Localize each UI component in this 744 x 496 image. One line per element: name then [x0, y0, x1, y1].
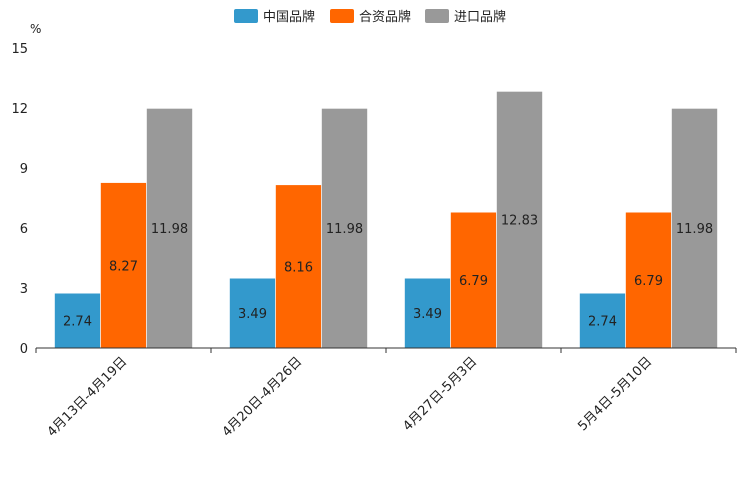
- x-tick-label: 4月20日-4月26日: [220, 354, 306, 440]
- bar[interactable]: [450, 211, 497, 349]
- bar[interactable]: [321, 108, 368, 349]
- legend-item[interactable]: 合资品牌: [330, 9, 411, 25]
- bars-group: 2.74 8.27 11.98 3.49 8.16 11.98 3.49 6.79 12.83 2…: [54, 91, 718, 349]
- bar[interactable]: [579, 292, 626, 349]
- bar[interactable]: [671, 108, 718, 349]
- bar-value-label: 2.74: [588, 315, 617, 330]
- x-axis: 4月13日-4月19日 4月20日-4月26日 4月27日-5月3日 5月4日-5月1…: [35, 347, 737, 440]
- legend-label: 进口品牌: [454, 9, 506, 25]
- y-axis-unit: %: [30, 22, 41, 36]
- bar-value-label: 12.83: [501, 214, 538, 229]
- bar[interactable]: [229, 277, 276, 349]
- bar-value-label: 3.49: [413, 307, 442, 322]
- y-tick-label: 6: [20, 222, 28, 237]
- legend-swatch: [425, 9, 449, 23]
- legend-label: 中国品牌: [263, 9, 315, 25]
- bar-value-label: 8.27: [109, 259, 138, 274]
- y-tick-label: 0: [20, 342, 28, 357]
- legend-swatch: [330, 9, 354, 23]
- y-tick-label: 15: [11, 42, 28, 57]
- x-tick-label: 4月27日-5月3日: [400, 354, 480, 434]
- legend-label: 合资品牌: [359, 9, 411, 25]
- bar-value-label: 11.98: [676, 222, 713, 237]
- bar-value-label: 6.79: [634, 274, 663, 289]
- bar[interactable]: [275, 184, 322, 349]
- bar[interactable]: [54, 292, 101, 349]
- y-tick-label: 3: [20, 282, 28, 297]
- bar[interactable]: [100, 182, 147, 349]
- bar-value-label: 6.79: [459, 274, 488, 289]
- bar-value-label: 8.16: [284, 260, 313, 275]
- bar-value-label: 3.49: [238, 307, 267, 322]
- x-tick-label: 5月4日-5月10日: [575, 354, 655, 434]
- y-tick-label: 12: [11, 102, 28, 117]
- bar-value-label: 11.98: [326, 222, 363, 237]
- y-axis: 0 3 6 9 12 15: [11, 42, 28, 357]
- x-tick-label: 4月13日-4月19日: [45, 354, 131, 440]
- bar-value-label: 11.98: [151, 222, 188, 237]
- y-tick-label: 9: [20, 162, 28, 177]
- bar[interactable]: [146, 108, 193, 349]
- legend-item[interactable]: 中国品牌: [234, 9, 315, 25]
- legend: 中国品牌 合资品牌 进口品牌: [234, 9, 506, 25]
- legend-swatch: [234, 9, 258, 23]
- bar-value-label: 2.74: [63, 315, 92, 330]
- legend-item[interactable]: 进口品牌: [425, 9, 506, 25]
